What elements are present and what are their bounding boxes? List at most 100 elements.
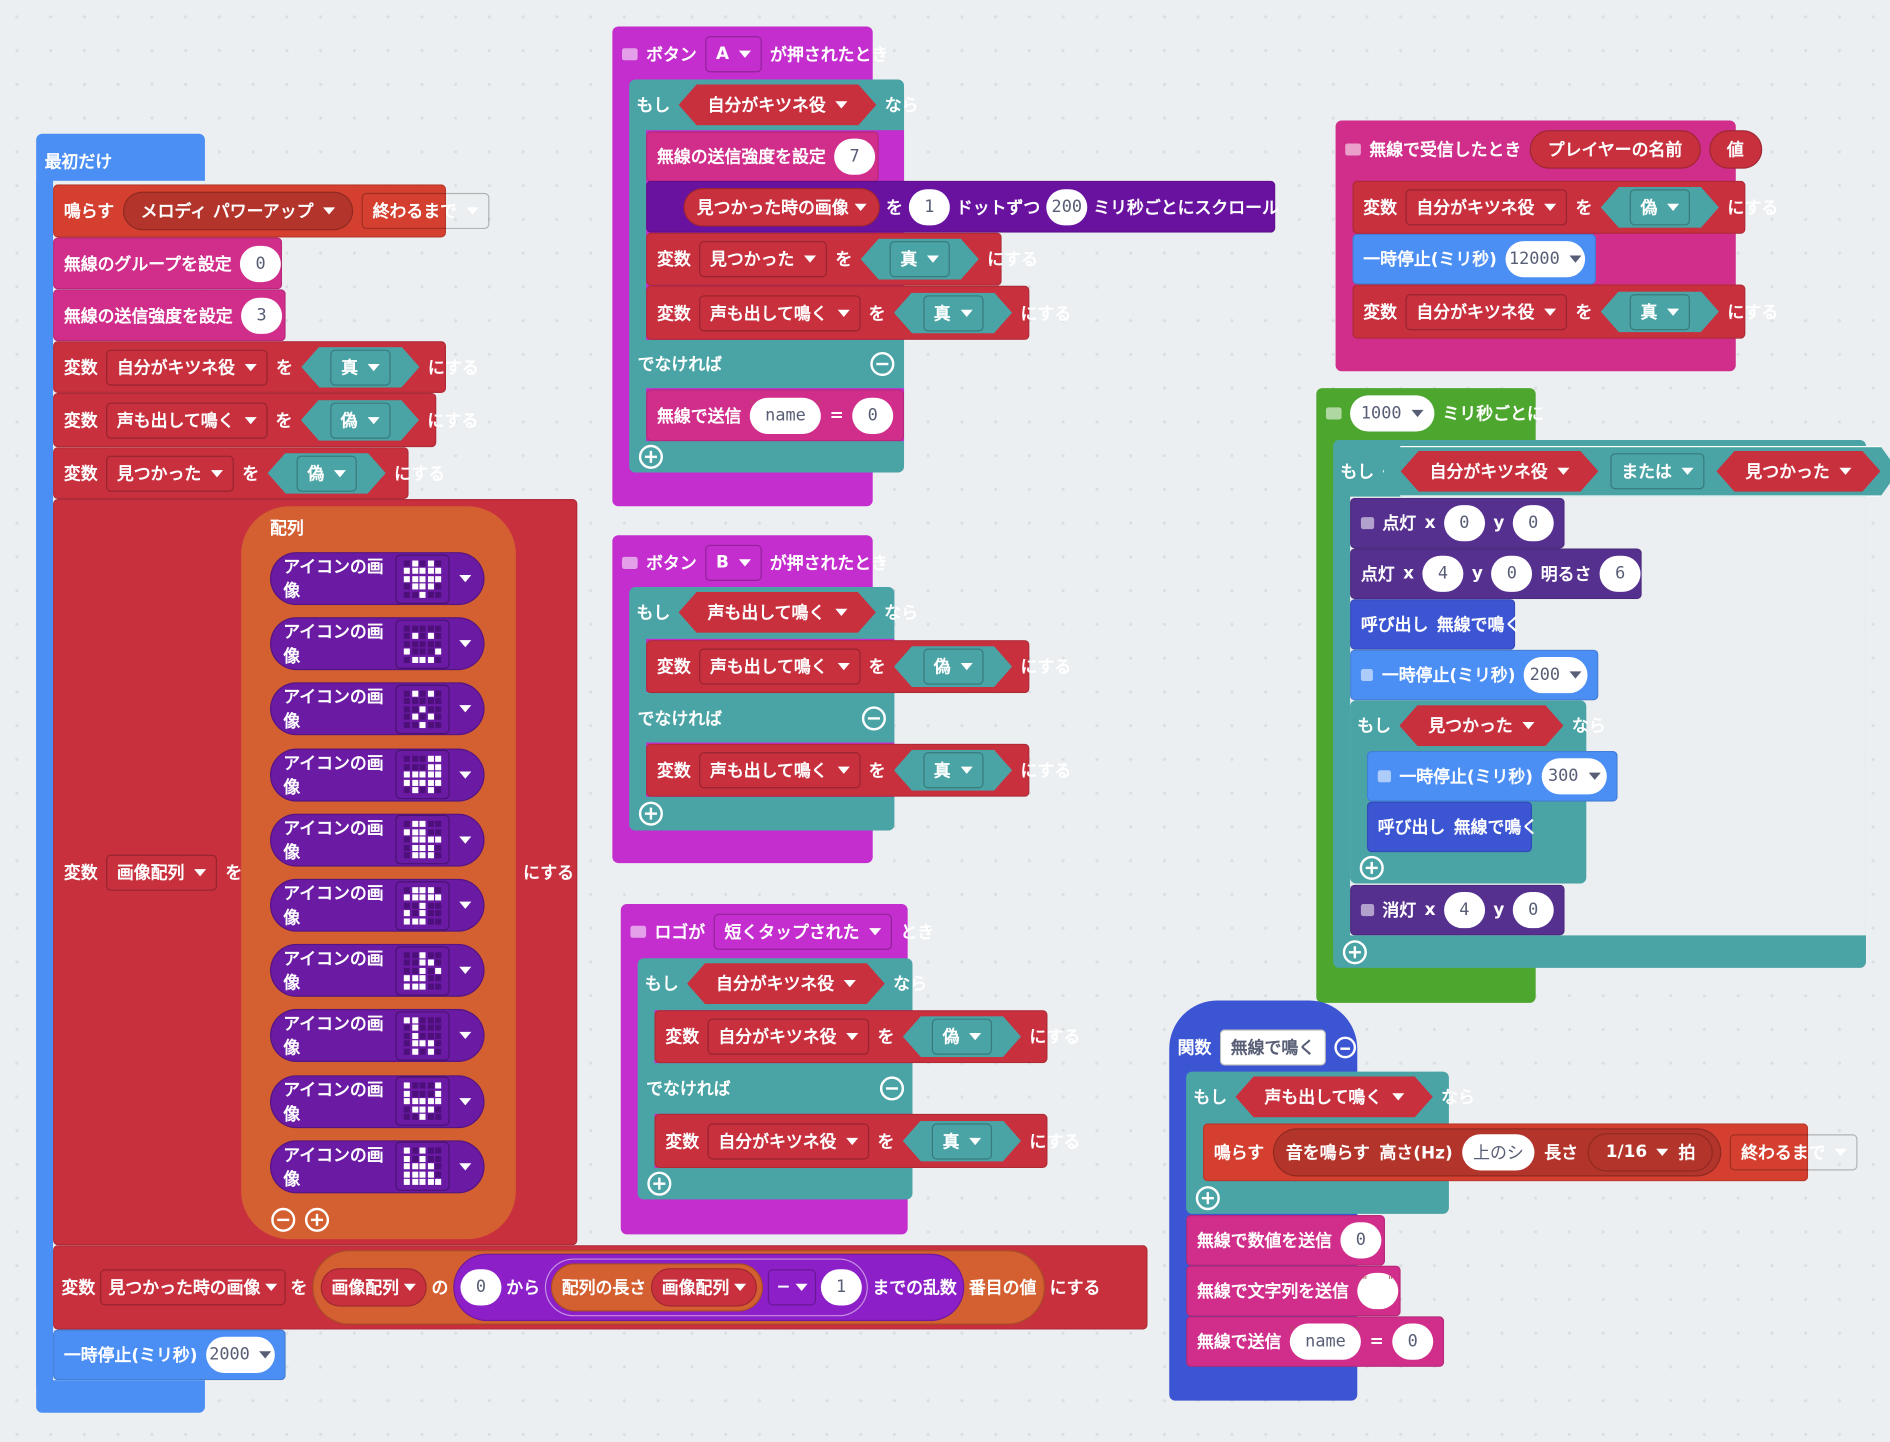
- comment-icon[interactable]: [1377, 770, 1391, 783]
- voice-variable-reporter[interactable]: 声も出して鳴く: [1236, 1076, 1433, 1117]
- radio-group-input[interactable]: 0: [240, 245, 282, 282]
- pause-block[interactable]: 一時停止(ミリ秒) 300: [1366, 750, 1618, 802]
- beat-dropdown[interactable]: 1/16 拍: [1587, 1133, 1714, 1172]
- call-function-block[interactable]: 呼び出し 無線で鳴く: [1350, 599, 1521, 650]
- pause-block[interactable]: 一時停止(ミリ秒) 12000: [1352, 233, 1596, 285]
- pause-block[interactable]: 一時停止(ミリ秒) 200: [1350, 649, 1599, 701]
- variable-dropdown[interactable]: 声も出して鳴く: [699, 648, 861, 685]
- send-value-input[interactable]: 0: [852, 397, 894, 434]
- send-name-input[interactable]: name: [749, 397, 822, 434]
- comment-icon[interactable]: [621, 48, 638, 61]
- tone-block[interactable]: 音を鳴らす 高さ(Hz) 上のシ 長さ 1/16 拍: [1272, 1128, 1722, 1177]
- call-function-block[interactable]: 呼び出し 無線で鳴く: [1366, 801, 1538, 853]
- add-else-if-icon[interactable]: [647, 1171, 672, 1196]
- icon-image-block[interactable]: アイコンの画像: [270, 813, 485, 867]
- set-fox-true-block[interactable]: 変数 自分がキツネ役 を 真 にする: [1352, 284, 1778, 339]
- subtract-value-input[interactable]: 1: [820, 1269, 862, 1306]
- send-name-input[interactable]: name: [1289, 1323, 1362, 1360]
- variable-dropdown[interactable]: 自分がキツネ役: [1405, 293, 1568, 330]
- add-else-icon[interactable]: [1359, 855, 1384, 880]
- logo-event-dropdown[interactable]: 短くタップされた: [713, 913, 892, 950]
- icon-image-block[interactable]: アイコンの画像: [270, 748, 485, 802]
- plot-brightness-block[interactable]: 点灯 x 4 y 0 明るさ 6: [1350, 548, 1642, 600]
- set-voice-false-block[interactable]: 変数 声も出して鳴く を 偽 にする: [53, 392, 478, 448]
- boolean-false-block[interactable]: 偽: [1601, 187, 1719, 228]
- found-variable-reporter[interactable]: 見つかった: [1716, 451, 1880, 492]
- found-image-reporter[interactable]: 見つかった時の画像: [683, 187, 880, 227]
- comment-icon[interactable]: [1360, 517, 1374, 530]
- name-parameter[interactable]: プレイヤーの名前: [1529, 130, 1701, 169]
- plot-y-input[interactable]: 0: [1512, 505, 1554, 542]
- variable-dropdown[interactable]: 自分がキツネ役: [707, 1122, 870, 1159]
- boolean-true-block[interactable]: 真: [301, 347, 419, 388]
- icon-image-block[interactable]: アイコンの画像: [270, 1074, 485, 1128]
- fox-variable-reporter[interactable]: 自分がキツネ役: [1401, 451, 1599, 492]
- melody-dropdown[interactable]: メロディ パワーアップ: [122, 191, 354, 231]
- play-mode-dropdown[interactable]: 終わるまで: [1730, 1134, 1859, 1171]
- radio-power-input[interactable]: 7: [834, 138, 876, 175]
- remove-else-icon[interactable]: [879, 1076, 905, 1101]
- radio-send-string-block[interactable]: 無線で文字列を送信: [1186, 1265, 1401, 1317]
- operator-dropdown[interactable]: −: [767, 1269, 816, 1306]
- add-else-if-icon[interactable]: [638, 444, 663, 469]
- unplot-x-input[interactable]: 4: [1443, 891, 1485, 929]
- variable-dropdown[interactable]: 声も出して鳴く: [699, 752, 861, 789]
- boolean-true-block[interactable]: 真: [894, 750, 1012, 791]
- icon-image-dropdown[interactable]: [395, 553, 450, 604]
- variable-dropdown[interactable]: 声も出して鳴く: [106, 402, 268, 439]
- comment-icon[interactable]: [1345, 143, 1361, 156]
- icon-image-block[interactable]: アイコンの画像: [270, 878, 485, 932]
- variable-dropdown[interactable]: 自分がキツネ役: [707, 1018, 870, 1055]
- boolean-false-block[interactable]: 偽: [268, 453, 386, 494]
- set-found-true-block[interactable]: 変数 見つかった を 真 にする: [646, 232, 1038, 286]
- send-value-input[interactable]: 0: [1392, 1323, 1434, 1360]
- set-found-false-block[interactable]: 変数 見つかった を 偽 にする: [53, 447, 445, 500]
- subtract-block[interactable]: 配列の長さ 画像配列 − 1: [544, 1258, 868, 1317]
- boolean-false-block[interactable]: 偽: [894, 646, 1012, 687]
- interval-dropdown[interactable]: 1000: [1350, 395, 1435, 432]
- button-dropdown[interactable]: A: [705, 36, 762, 73]
- plot-y-input[interactable]: 0: [1491, 555, 1533, 592]
- set-found-image-block[interactable]: 変数 見つかった時の画像 を 画像配列 の 0 から 配列の長さ 画像配列 − …: [53, 1245, 1148, 1330]
- icon-image-dropdown[interactable]: [395, 619, 450, 669]
- pause-block[interactable]: 一時停止(ミリ秒) 2000: [53, 1329, 286, 1381]
- variable-dropdown[interactable]: 見つかった: [699, 241, 827, 278]
- boolean-true-block[interactable]: 真: [1601, 291, 1719, 332]
- array-length-block[interactable]: 配列の長さ 画像配列: [550, 1263, 764, 1312]
- boolean-false-block[interactable]: 偽: [301, 400, 419, 441]
- radio-set-power-block[interactable]: 無線の送信強度を設定 7: [646, 131, 879, 183]
- icon-image-block[interactable]: アイコンの画像: [270, 617, 485, 671]
- brightness-input[interactable]: 6: [1599, 555, 1641, 592]
- scroll-step-input[interactable]: 1: [908, 188, 950, 225]
- icon-image-dropdown[interactable]: [395, 945, 450, 996]
- plot-block[interactable]: 点灯 x 0 y 0: [1350, 497, 1565, 549]
- radio-send-value-block[interactable]: 無線で送信 name = 0: [646, 389, 905, 442]
- icon-image-dropdown[interactable]: [395, 815, 450, 865]
- pause-dropdown[interactable]: 2000: [205, 1336, 275, 1373]
- add-else-icon[interactable]: [1342, 940, 1367, 965]
- play-mode-dropdown[interactable]: 終わるまで: [361, 192, 490, 230]
- comment-icon[interactable]: [630, 925, 647, 938]
- logic-operator-dropdown[interactable]: または: [1610, 453, 1704, 489]
- variable-dropdown[interactable]: 見つかった時の画像: [100, 1269, 286, 1306]
- boolean-true-block[interactable]: 真: [894, 292, 1012, 333]
- plot-x-input[interactable]: 4: [1422, 555, 1464, 592]
- variable-dropdown[interactable]: 画像配列: [106, 854, 217, 891]
- array-variable-reporter[interactable]: 画像配列: [650, 1268, 757, 1307]
- value-parameter[interactable]: 値: [1708, 130, 1762, 169]
- icon-image-dropdown[interactable]: [395, 1076, 450, 1126]
- play-melody-block[interactable]: 鳴らす メロディ パワーアップ 終わるまで: [53, 184, 490, 238]
- unplot-block[interactable]: 消灯 x 4 y 0: [1350, 884, 1565, 936]
- boolean-true-block[interactable]: 真: [861, 239, 979, 280]
- comment-icon[interactable]: [1325, 407, 1342, 420]
- remove-else-icon[interactable]: [861, 706, 886, 731]
- boolean-true-block[interactable]: 真: [903, 1120, 1021, 1161]
- scroll-interval-input[interactable]: 200: [1046, 188, 1088, 225]
- icon-image-dropdown[interactable]: [395, 1141, 450, 1192]
- send-string-input[interactable]: [1357, 1272, 1399, 1310]
- variable-dropdown[interactable]: 自分がキツネ役: [1405, 189, 1568, 226]
- set-fox-false-block[interactable]: 変数 自分がキツネ役 を 偽 にする: [654, 1010, 1080, 1064]
- icon-image-dropdown[interactable]: [395, 1011, 450, 1061]
- variable-dropdown[interactable]: 自分がキツネ役: [106, 348, 268, 386]
